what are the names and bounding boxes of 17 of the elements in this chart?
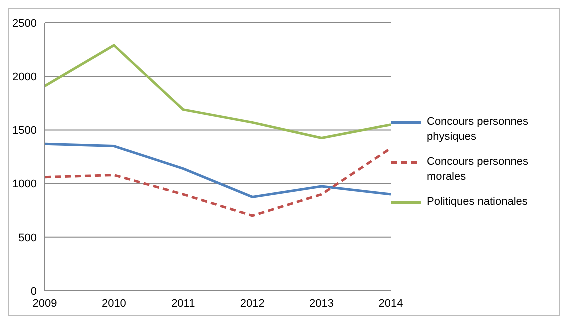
y-tick-label: 2000 bbox=[12, 72, 37, 84]
x-tick-label: 2012 bbox=[240, 298, 265, 310]
legend-label: Politiques nationales bbox=[427, 194, 528, 210]
y-tick-label: 2500 bbox=[12, 18, 37, 30]
x-tick-label: 2014 bbox=[378, 298, 404, 310]
x-tick-label: 2010 bbox=[102, 298, 126, 310]
y-tick-label: 1000 bbox=[12, 178, 37, 191]
x-tick-label: 2009 bbox=[32, 298, 58, 310]
line-series bbox=[44, 44, 392, 140]
line-series bbox=[44, 142, 392, 198]
legend-label: Concours personnes morales bbox=[427, 154, 530, 184]
legend-label: Concours personnes physiques bbox=[427, 114, 530, 144]
y-tick-label: 0 bbox=[30, 286, 37, 298]
y-tick-label: 1500 bbox=[12, 125, 37, 138]
x-tick-label: 2013 bbox=[310, 298, 334, 310]
x-tick-label: 2011 bbox=[172, 298, 196, 310]
y-tick-label: 500 bbox=[18, 232, 37, 244]
